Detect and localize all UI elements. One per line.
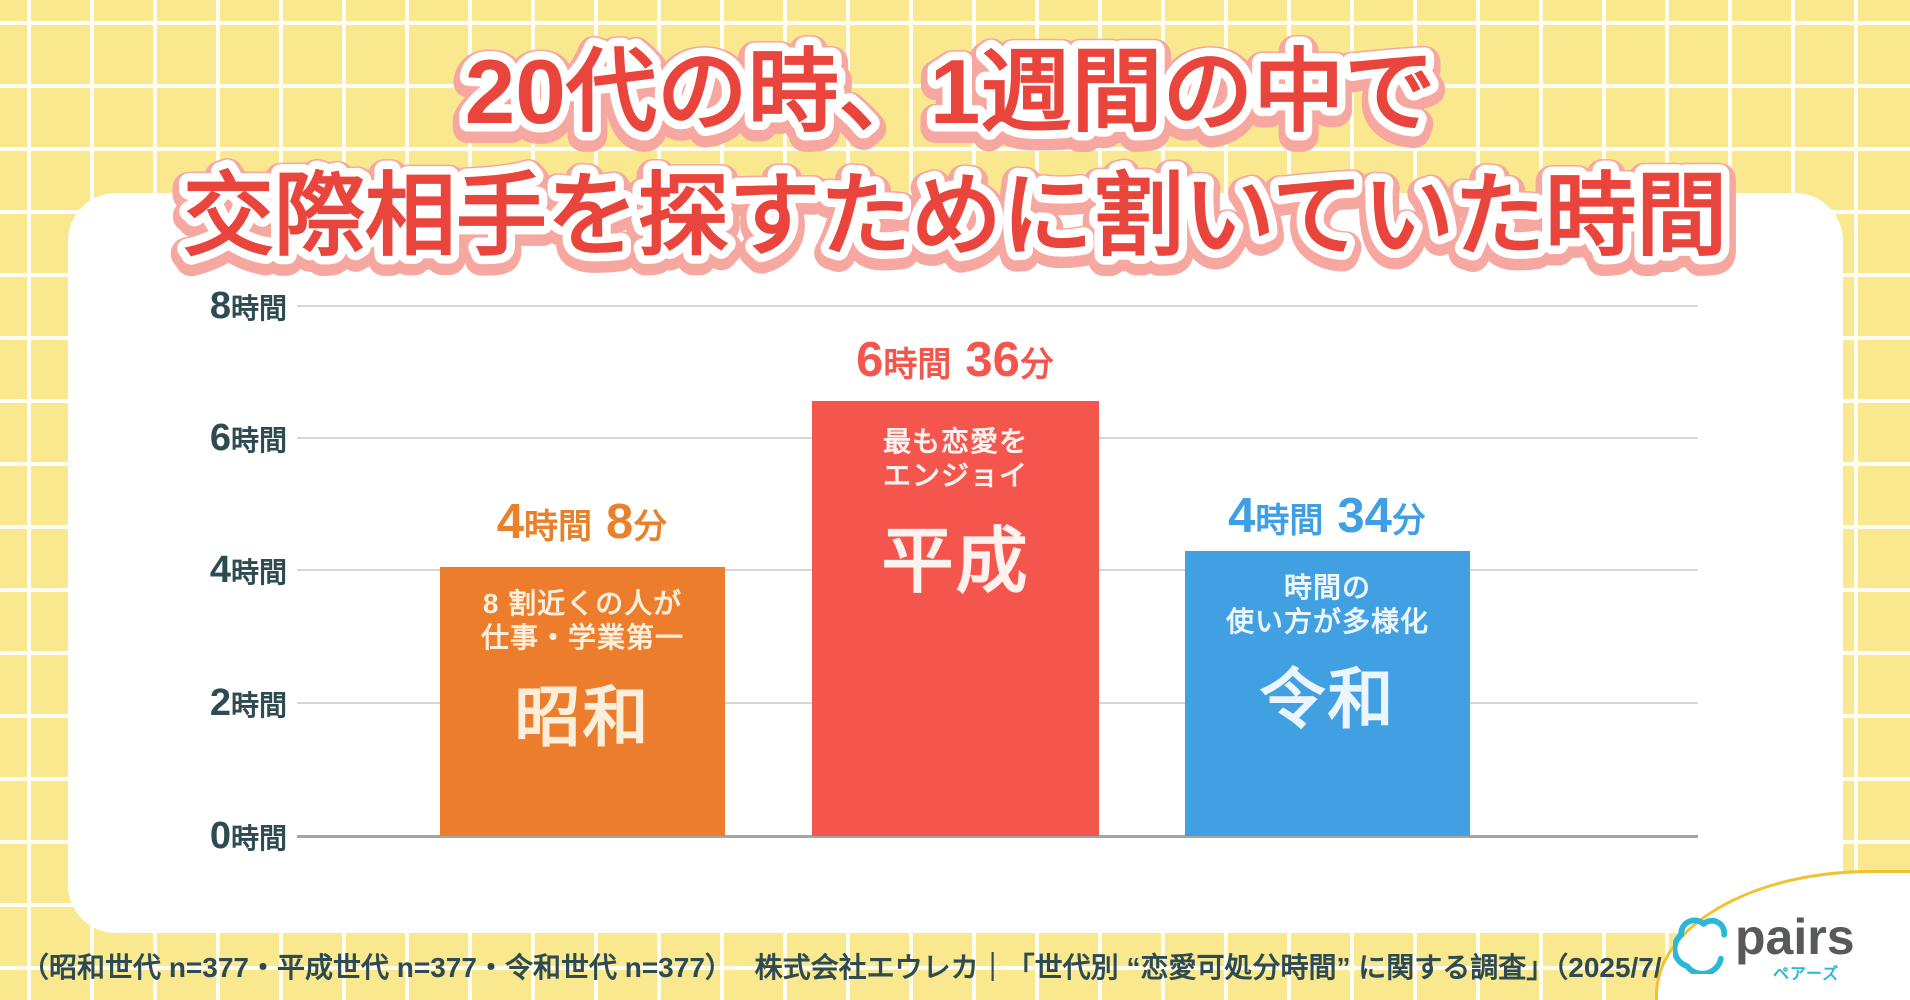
y-tick-6h: 6時間	[120, 416, 287, 460]
showa-mins-unit: 分	[633, 508, 668, 546]
y-tick-6h-num: 6	[209, 417, 231, 459]
y-tick-8h-num: 8	[209, 285, 231, 327]
pairs-logo: pairs ペアーズ	[1673, 894, 1888, 984]
reiwa-hours: 4	[1228, 489, 1256, 543]
svg-text:20代の時、1週間の中で: 20代の時、1週間の中で	[465, 42, 1436, 143]
title-line2: 交際相手を探すために割いていた時間	[183, 166, 1727, 267]
y-tick-4h: 4時間	[120, 548, 287, 592]
heisei-hours-unit: 時間	[883, 346, 952, 384]
svg-text:交際相手を探すために割いていた時間: 交際相手を探すために割いていた時間	[183, 166, 1727, 267]
bar-showa: 8 割近くの人が 仕事・学業第一 昭和	[440, 567, 725, 836]
bar-reiwa-desc-line1: 時間の	[1283, 572, 1371, 603]
axis-baseline	[297, 835, 1698, 838]
page-title: 20代の時、1週間の中で 交際相手を探すために割いていた時間 20代の時、1週間…	[168, 32, 1742, 287]
showa-hours-unit: 時間	[524, 508, 592, 546]
reiwa-mins: 34	[1337, 489, 1392, 543]
y-tick-0h: 0時間	[120, 814, 287, 858]
bar-heisei-desc-line1: 最も恋愛を	[882, 426, 1028, 457]
y-tick-2h: 2時間	[120, 681, 287, 725]
y-tick-4h-num: 4	[209, 549, 231, 591]
reiwa-hours-unit: 時間	[1255, 502, 1324, 540]
showa-mins: 8	[606, 495, 634, 549]
bar-showa-desc-line2: 仕事・学業第一	[480, 621, 684, 653]
y-tick-0h-num: 0	[209, 815, 231, 857]
y-tick-0h-unit: 時間	[230, 823, 287, 854]
gridline-8h	[297, 305, 1698, 307]
y-tick-6h-unit: 時間	[230, 425, 287, 456]
title-line1: 20代の時、1週間の中で	[465, 42, 1436, 143]
bar-reiwa: 時間の 使い方が多様化 令和	[1185, 551, 1470, 836]
y-tick-2h-num: 2	[209, 682, 231, 724]
source-note: （昭和世代 n=377・平成世代 n=377・令和世代 n=377） 株式会社エ…	[21, 952, 1889, 983]
y-tick-8h-unit: 時間	[230, 293, 287, 324]
heisei-mins: 36	[965, 333, 1020, 387]
y-tick-4h-unit: 時間	[230, 557, 287, 588]
svg-text:20代の時、1週間の中で: 20代の時、1週間の中で	[465, 47, 1436, 148]
bar-showa-era: 昭和	[514, 680, 651, 755]
pairs-cloud-icon	[1673, 917, 1728, 974]
y-tick-8h: 8時間	[120, 284, 287, 328]
bar-heisei-era: 平成	[881, 522, 1030, 603]
value-label-showa: 4時間 8分	[372, 494, 792, 550]
heisei-hours: 6	[856, 333, 884, 387]
value-label-heisei: 6時間 36分	[745, 332, 1165, 388]
heisei-mins-unit: 分	[1019, 346, 1054, 384]
svg-text:交際相手を探すために割いていた時間: 交際相手を探すために割いていた時間	[183, 171, 1727, 272]
pairs-brand-text: pairs	[1735, 909, 1855, 965]
y-tick-2h-unit: 時間	[230, 690, 287, 721]
value-label-reiwa: 4時間 34分	[1117, 488, 1537, 544]
bar-reiwa-era: 令和	[1259, 662, 1396, 737]
pairs-kana-text: ペアーズ	[1773, 966, 1840, 983]
bar-heisei: 最も恋愛を エンジョイ 平成	[812, 401, 1099, 836]
bar-reiwa-desc-line2: 使い方が多様化	[1225, 605, 1429, 637]
showa-hours: 4	[496, 495, 524, 549]
bar-heisei-desc-line2: エンジョイ	[882, 459, 1028, 491]
reiwa-mins-unit: 分	[1391, 502, 1426, 540]
bar-showa-desc-line1: 8 割近くの人が	[482, 588, 683, 619]
